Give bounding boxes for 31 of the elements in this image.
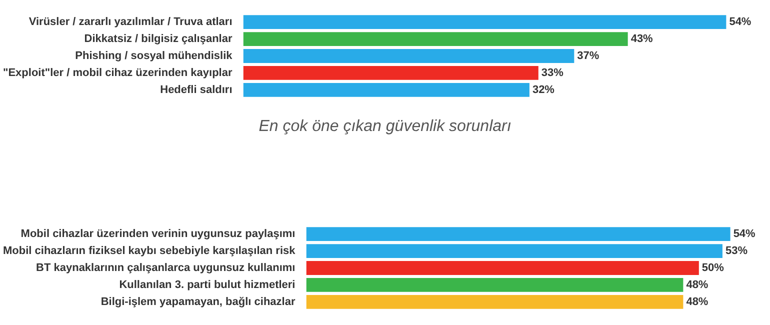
data-label: 54% <box>729 16 752 28</box>
y-tick-label: Dikkatsiz / bilgisiz çalışanlar <box>84 33 233 46</box>
y-tick-label: Hedefli saldırı <box>160 84 232 96</box>
y-tick-label: Mobil cihazların fiziksel kaybı sebebiyle karşılaşılan risk <box>2 245 296 258</box>
bar <box>243 66 538 80</box>
y-tick-label: Phishing / sosyal mühendislik <box>75 50 234 62</box>
y-tick-label: "Exploit"ler / mobil cihaz üzerinden kayıplar <box>3 66 233 79</box>
y-tick-label: Kullanılan 3. parti bulut hizmetleri <box>119 278 296 291</box>
y-tick-label: Mobil cihazlar üzerinden verinin uygunsuz paylaşımı <box>20 228 296 240</box>
data-label: 48% <box>686 278 708 291</box>
data-label: 50% <box>702 262 724 274</box>
text: En çok öne çıkan güvenlik sorunları <box>258 118 512 136</box>
bar <box>243 15 726 30</box>
bar <box>243 32 628 46</box>
bar <box>243 49 574 63</box>
bar <box>306 278 684 292</box>
bar <box>306 294 684 309</box>
data-label: 53% <box>725 245 748 258</box>
data-label: 48% <box>686 296 708 308</box>
data-label: 33% <box>541 66 564 79</box>
bar <box>243 82 530 97</box>
y-tick-label: Bilgi-işlem yapamayan, bağlı cihazlar <box>100 296 296 308</box>
data-label: 54% <box>733 228 756 240</box>
y-tick-label: BT kaynaklarının çalışanlarca uygunsuz kullanımı <box>36 262 296 274</box>
y-tick-label: Virüsler / zararlı yazılımlar / Truva atları <box>28 16 232 28</box>
bar <box>306 261 699 275</box>
bar <box>306 244 722 258</box>
data-label: 37% <box>577 50 600 62</box>
data-label: 32% <box>532 84 555 96</box>
data-label: 43% <box>630 33 654 46</box>
bar <box>306 227 730 242</box>
